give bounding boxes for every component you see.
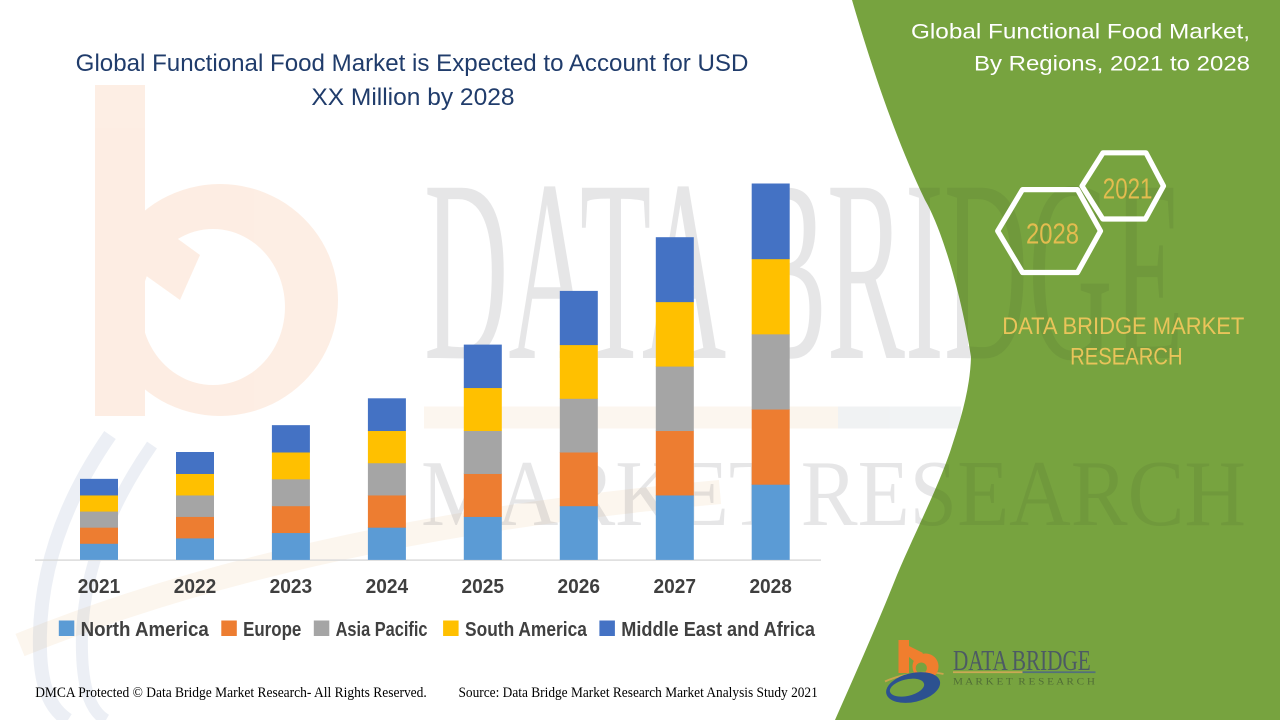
svg-text:2027: 2027 <box>654 576 697 598</box>
svg-text:DMCA Protected © Data Bridge M: DMCA Protected © Data Bridge Market Rese… <box>35 685 427 701</box>
svg-text:M A R K E T R E S E A R C H: M A R K E T R E S E A R C H <box>953 677 1096 687</box>
svg-text:Source: Data Bridge Market Res: Source: Data Bridge Market Research Mark… <box>459 685 818 701</box>
svg-text:XX Million by 2028: XX Million by 2028 <box>311 84 514 111</box>
svg-text:2021: 2021 <box>1103 174 1153 206</box>
svg-text:2028: 2028 <box>749 576 792 598</box>
svg-text:2024: 2024 <box>366 576 409 598</box>
svg-text:By Regions, 2021 to 2028: By Regions, 2021 to 2028 <box>974 52 1250 76</box>
svg-text:2021: 2021 <box>78 576 121 598</box>
svg-text:Middle East and Africa: Middle East and Africa <box>621 619 815 641</box>
svg-text:North America: North America <box>81 619 210 641</box>
svg-text:Asia Pacific: Asia Pacific <box>336 619 428 641</box>
svg-text:2025: 2025 <box>462 576 505 598</box>
svg-text:2026: 2026 <box>558 576 601 598</box>
svg-text:RESEARCH: RESEARCH <box>1070 344 1183 371</box>
svg-text:Europe: Europe <box>243 619 301 641</box>
svg-text:Global Functional Food Market,: Global Functional Food Market, <box>911 20 1250 44</box>
svg-text:2023: 2023 <box>270 576 313 598</box>
svg-text:South America: South America <box>465 619 588 641</box>
svg-text:DATA BRIDGE MARKET: DATA BRIDGE MARKET <box>1002 313 1244 340</box>
svg-text:2022: 2022 <box>174 576 217 598</box>
svg-text:2028: 2028 <box>1026 218 1079 250</box>
svg-text:Global Functional Food Market: Global Functional Food Market is Expecte… <box>76 50 749 77</box>
